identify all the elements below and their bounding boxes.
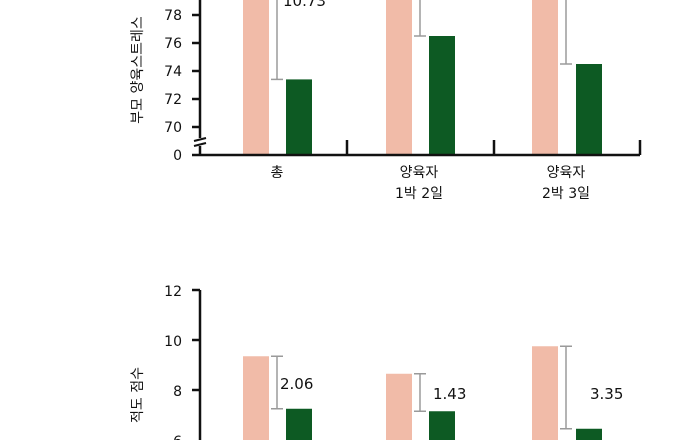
bottom-bar-after-1 [286,408,312,440]
top-y-axis [192,0,202,157]
top-category-3-line2: 2박 3일 [542,186,590,202]
top-bar-before-3 [532,0,558,155]
top-chart: 부모 양육스트레스 0 70 72 74 76 78 10.73 총 [130,0,642,202]
top-bar-after-1 [286,79,312,155]
top-category-2-line1: 양육자 [400,165,439,181]
bottom-bar-after-3 [576,428,602,440]
top-y-tick-78: 78 [164,8,182,24]
top-bar-before-1 [243,0,269,155]
top-y-tick-70: 70 [164,120,182,136]
bottom-bars [243,345,602,440]
bottom-y-tick-6: 6 [173,434,182,440]
bottom-y-tick-10: 10 [164,334,182,350]
top-y-tick-76: 76 [164,36,182,52]
top-bar-after-2 [429,36,455,155]
top-bar-before-2 [386,0,412,155]
top-y-tick-0: 0 [173,148,182,164]
top-y-axis-label: 부모 양육스트레스 [130,16,146,124]
top-bar-after-3 [576,64,602,155]
bottom-bar-before-3 [532,346,558,440]
top-diff-label-1: 10.73 [283,0,326,10]
top-category-1-line1: 총 [271,165,284,181]
top-bars [243,0,602,155]
bottom-y-axis-label: 적도 점수 [130,367,146,423]
bottom-y-tick-8: 8 [173,384,182,400]
bottom-diff-label-1: 2.06 [280,375,313,393]
bottom-chart: 적도 점수 12 10 8 6 2.06 1.43 3.35 [130,284,623,440]
bottom-bar-after-2 [429,411,455,440]
bottom-y-axis [192,288,202,440]
top-category-2-line2: 1박 2일 [395,186,443,202]
top-y-tick-74: 74 [164,64,182,80]
top-category-3-line1: 양육자 [547,165,586,181]
bottom-bar-before-2 [386,373,412,440]
bottom-bar-before-1 [243,356,269,440]
top-y-tick-72: 72 [164,92,182,108]
top-x-ticks [345,140,642,155]
bottom-diff-label-2: 1.43 [433,385,466,403]
bottom-y-tick-12: 12 [164,284,182,300]
top-axis-break [193,137,207,147]
bottom-diff-label-3: 3.35 [590,385,623,403]
